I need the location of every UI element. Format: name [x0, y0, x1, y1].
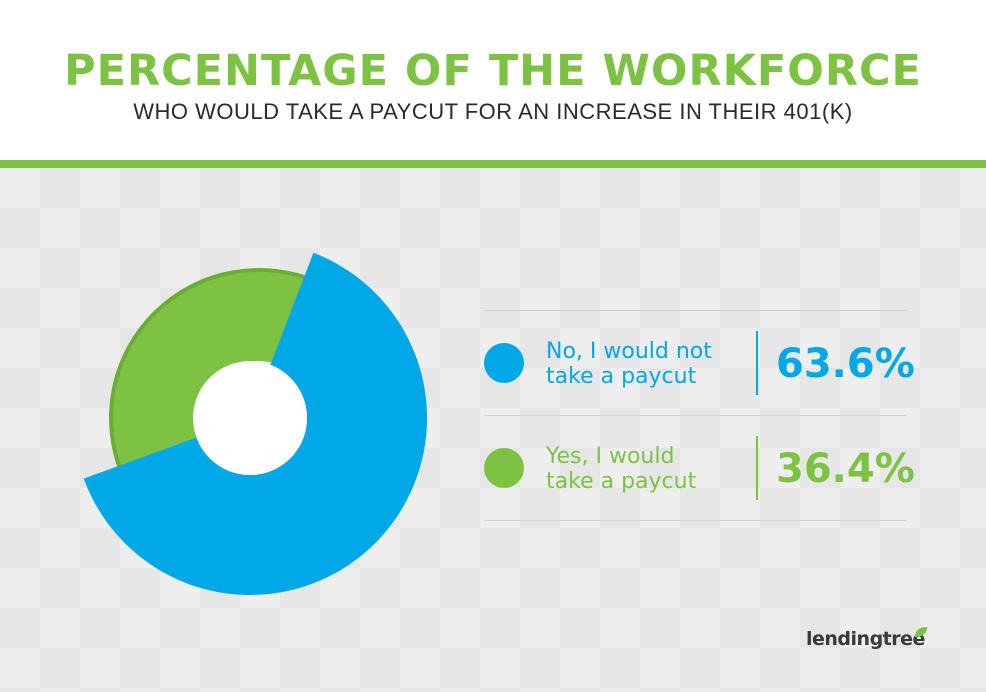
donut-hole: [193, 361, 307, 475]
legend-divider-bottom: [484, 520, 907, 521]
legend-value: 63.6%: [776, 341, 915, 387]
page-title: PERCENTAGE OF THE WORKFORCE: [64, 46, 922, 96]
legend-item-yes: Yes, I would take a paycut 36.4%: [484, 416, 915, 520]
legend-value: 36.4%: [776, 446, 915, 492]
lendingtree-logo: lendingtree: [806, 627, 927, 658]
legend-divider-middle: [484, 415, 907, 416]
legend-label: No, I would not take a paycut: [546, 339, 746, 389]
legend-item-no: No, I would not take a paycut 63.6%: [484, 311, 915, 415]
legend-label: Yes, I would take a paycut: [546, 444, 746, 494]
legend-separator: [756, 331, 758, 395]
page-subtitle: WHO WOULD TAKE A PAYCUT FOR AN INCREASE …: [133, 99, 853, 124]
pie-slice-no: [83, 252, 427, 595]
logo-text: lendingtree: [806, 628, 925, 650]
legend-dot-icon: [484, 343, 524, 383]
legend-separator: [756, 436, 758, 500]
legend-dot-icon: [484, 448, 524, 488]
legend-label-line: take a paycut: [546, 469, 697, 494]
header-divider: [0, 160, 986, 168]
legend: No, I would not take a paycut 63.6% Yes,…: [484, 310, 915, 521]
chart-panel: [0, 168, 986, 692]
header: PERCENTAGE OF THE WORKFORCE WHO WOULD TA…: [0, 0, 986, 160]
legend-label-line: take a paycut: [546, 364, 697, 389]
pie-slice-yes: [113, 272, 312, 469]
legend-label-line: Yes, I would: [546, 444, 675, 469]
donut-chart: [83, 252, 427, 595]
legend-divider-top: [484, 310, 907, 311]
leaf-icon: [915, 627, 927, 637]
legend-label-line: No, I would not: [546, 339, 712, 364]
